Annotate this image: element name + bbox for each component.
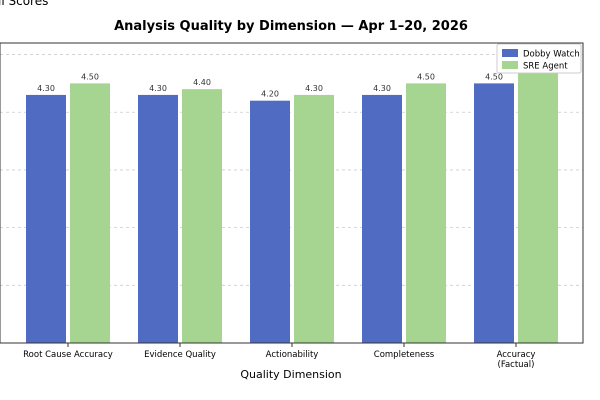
x-tick-labels: Root Cause Accuracy Evidence Quality Actio… bbox=[23, 343, 535, 370]
bar-sre-agent bbox=[182, 89, 222, 344]
bar-value-label: 4.40 bbox=[193, 78, 211, 87]
x-tick-label-line: Completeness bbox=[374, 350, 435, 360]
legend-label: SRE Agent bbox=[523, 62, 568, 72]
x-tick-label: Actionability bbox=[266, 350, 319, 360]
bar-value-label: 4.50 bbox=[417, 72, 435, 81]
bar-dobby-watch bbox=[250, 100, 290, 343]
x-axis-label: Quality Dimension bbox=[240, 368, 341, 381]
x-tick-label-line: (Factual) bbox=[498, 360, 535, 370]
legend-swatch bbox=[502, 49, 518, 57]
bar-sre-agent bbox=[70, 83, 110, 343]
legend: Dobby Watch SRE Agent bbox=[496, 43, 582, 74]
bars bbox=[26, 71, 558, 344]
x-tick-label-line: Accuracy bbox=[497, 350, 536, 360]
bar-value-label: 4.30 bbox=[373, 84, 391, 93]
x-tick-label-line: Actionability bbox=[266, 350, 319, 360]
bar-value-label: 4.30 bbox=[149, 84, 167, 93]
bar-dobby-watch bbox=[474, 83, 514, 343]
bar-sre-agent bbox=[518, 71, 558, 343]
bar-value-labels: 4.304.504.304.404.204.304.304.504.504.70 bbox=[37, 61, 547, 99]
bar-value-label: 4.20 bbox=[261, 90, 279, 99]
bar-sre-agent bbox=[294, 94, 334, 343]
bar-value-label: 4.30 bbox=[37, 84, 55, 93]
chart-title: Analysis Quality by Dimension — Apr 1–20… bbox=[114, 19, 468, 34]
legend-label: Dobby Watch bbox=[523, 50, 580, 60]
x-tick-label: Accuracy (Factual) bbox=[497, 350, 536, 370]
bar-value-label: 4.30 bbox=[305, 84, 323, 93]
x-tick-label-line: Root Cause Accuracy bbox=[23, 350, 113, 360]
bar-dobby-watch bbox=[362, 94, 402, 343]
bar-dobby-watch bbox=[26, 94, 66, 343]
x-tick-label: Completeness bbox=[374, 350, 435, 360]
bar-value-label: 4.50 bbox=[485, 72, 503, 81]
legend-swatch bbox=[502, 61, 518, 69]
x-tick-label: Root Cause Accuracy bbox=[23, 350, 113, 360]
bar-value-label: 4.50 bbox=[81, 72, 99, 81]
bar-dobby-watch bbox=[138, 94, 178, 343]
x-tick-label-line: Evidence Quality bbox=[144, 350, 216, 360]
clipped-title-fragment: ll Scores bbox=[0, 0, 49, 8]
bar-sre-agent bbox=[406, 83, 446, 343]
x-tick-label: Evidence Quality bbox=[144, 350, 216, 360]
